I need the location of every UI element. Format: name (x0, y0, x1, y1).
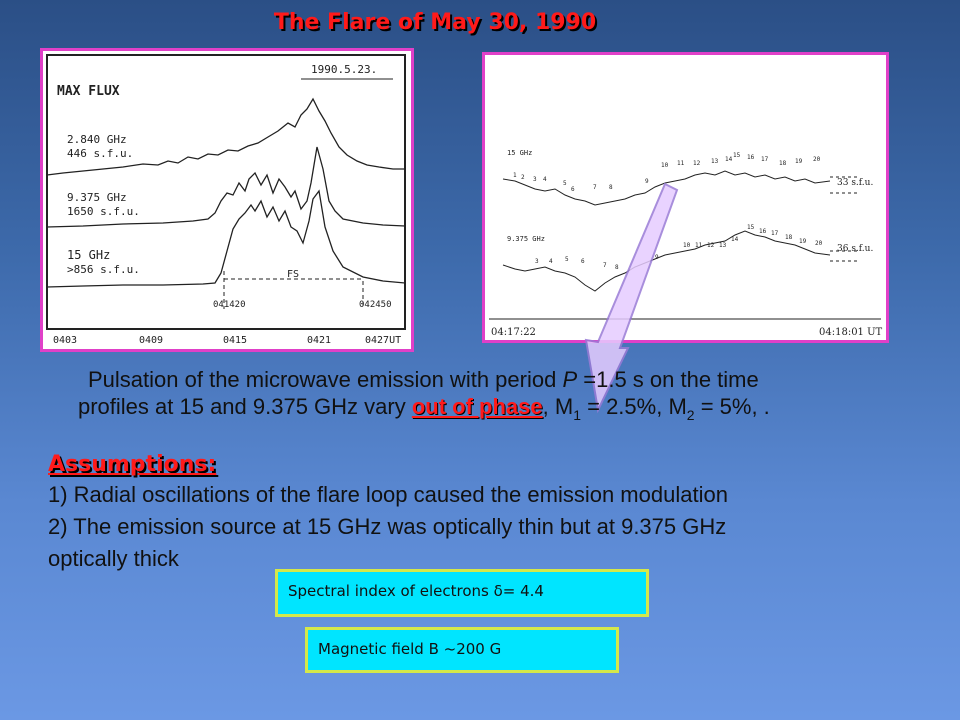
bottom-number: 4 (549, 258, 553, 265)
fs-end: 042450 (359, 300, 392, 310)
plot-date: 1990.5.23. (311, 63, 377, 76)
assumption-item-2: 2) The emission source at 15 GHz was opt… (48, 514, 727, 539)
max-flux-plot: 1990.5.23. MAX FLUX 2.840 GHz 446 s.f.u.… (46, 54, 406, 346)
bottom-numbers: 3 4 5 6 7 8 9 10 11 12 13 14 15 16 17 18… (535, 224, 823, 271)
x-tick: 0409 (139, 335, 163, 346)
max-flux-header: MAX FLUX (57, 84, 120, 99)
ch3-freq: 15 GHz (67, 248, 110, 262)
ch2-flux: 1650 s.f.u. (67, 205, 140, 218)
assumption-item-1: 1) Radial oscillations of the flare loop… (48, 482, 728, 507)
fs-start: 041420 (213, 300, 246, 310)
top-number: 4 (543, 176, 547, 183)
subscript-1: 1 (573, 407, 581, 423)
curve-2840-ghz (46, 97, 405, 176)
x-tick: 0421 (307, 335, 331, 346)
bottom-number: 13 (719, 242, 727, 249)
x-tick: 0415 (223, 335, 247, 346)
top-number: 1 (513, 172, 517, 179)
curve-9375-ghz (46, 146, 406, 228)
top-number: 18 (779, 160, 787, 167)
bottom-number: 5 (565, 256, 569, 263)
subscript-2: 2 (686, 407, 695, 423)
top-number: 15 (733, 152, 741, 159)
ch1-freq: 2.840 GHz (67, 133, 127, 146)
desc-text: Pulsation of the microwave emission with… (88, 367, 563, 392)
top-number: 7 (593, 184, 597, 191)
x-tick: 0427UT (365, 335, 401, 346)
bottom-number: 10 (683, 242, 691, 249)
bottom-number: 8 (615, 264, 619, 271)
top-number: 8 (609, 184, 613, 191)
description-line-1: Pulsation of the microwave emission with… (88, 367, 928, 393)
bottom-number: 6 (581, 258, 585, 265)
bottom-number: 19 (799, 238, 807, 245)
top-number: 2 (521, 174, 525, 181)
ch3-flux: >856 s.f.u. (67, 263, 140, 276)
curve-9375-ghz-detail (502, 230, 831, 292)
desc-text: , M (542, 394, 574, 419)
ch2-freq: 9.375 GHz (67, 191, 127, 204)
magnetic-field-box: Magnetic field B ~200 G (305, 627, 619, 673)
bottom-number: 11 (695, 242, 703, 249)
ch1-flux: 446 s.f.u. (67, 147, 133, 160)
bottom-number: 14 (731, 236, 739, 243)
top-numbers: 1 2 3 4 5 6 7 8 9 10 11 12 13 14 15 16 1… (513, 152, 821, 193)
bottom-number: 7 (603, 262, 607, 269)
top-number: 12 (693, 160, 701, 167)
bottom-number: 17 (771, 230, 779, 237)
bottom-number: 20 (815, 240, 823, 247)
desc-text: =1.5 s on the time (577, 367, 759, 392)
curve-15-ghz (46, 189, 406, 288)
bottom-curve-label: 9.375 GHz (507, 235, 545, 243)
desc-text: profiles at 15 and 9.375 GHz vary (78, 394, 412, 419)
page-title: The Flare of May 30, 1990 (273, 10, 597, 35)
pulsation-plot: 15 GHz 9.375 GHz 33 s.f.u. 36 s.f.u. 1 2… (489, 149, 883, 338)
top-number: 9 (645, 178, 649, 185)
bottom-number: 9 (655, 254, 659, 261)
time-end: 04:18:01 UT (819, 327, 883, 338)
pointer-arrow (584, 182, 679, 414)
top-number: 14 (725, 156, 733, 163)
pulsation-plot-panel: 15 GHz 9.375 GHz 33 s.f.u. 36 s.f.u. 1 2… (482, 52, 889, 343)
top-number: 11 (677, 160, 685, 167)
assumption-item-3: optically thick (48, 546, 179, 571)
top-number: 3 (533, 176, 537, 183)
top-number: 20 (813, 156, 821, 163)
bottom-number: 15 (747, 224, 755, 231)
top-number: 16 (747, 154, 755, 161)
top-number: 10 (661, 162, 669, 169)
description-line-2: profiles at 15 and 9.375 GHz vary out of… (78, 394, 918, 423)
time-start: 04:17:22 (491, 327, 536, 338)
bottom-number: 3 (535, 258, 539, 265)
max-flux-plot-panel: 1990.5.23. MAX FLUX 2.840 GHz 446 s.f.u.… (40, 48, 414, 352)
top-number: 17 (761, 156, 769, 163)
bottom-number: 18 (785, 234, 793, 241)
fs-label: FS (287, 269, 299, 280)
bottom-number: 12 (707, 242, 715, 249)
period-symbol: P (562, 367, 578, 392)
spectral-index-box: Spectral index of electrons δ= 4.4 (275, 569, 649, 617)
top-flux: 33 s.f.u. (837, 178, 873, 188)
x-tick-labels: 0403 0409 0415 0421 0427UT (53, 335, 401, 346)
out-of-phase-highlight: out of phase (411, 394, 543, 419)
top-number: 19 (795, 158, 803, 165)
top-number: 5 (563, 180, 567, 187)
bottom-flux: 36 s.f.u. (837, 244, 873, 254)
top-number: 13 (711, 158, 719, 165)
top-number: 6 (571, 186, 575, 193)
desc-text: = 2.5%, M (581, 394, 687, 419)
bottom-number: 16 (759, 228, 767, 235)
top-curve-label: 15 GHz (507, 149, 532, 157)
desc-text: = 5%, . (694, 394, 770, 419)
assumptions-heading: Assumptions: (48, 452, 217, 477)
x-tick: 0403 (53, 335, 77, 346)
